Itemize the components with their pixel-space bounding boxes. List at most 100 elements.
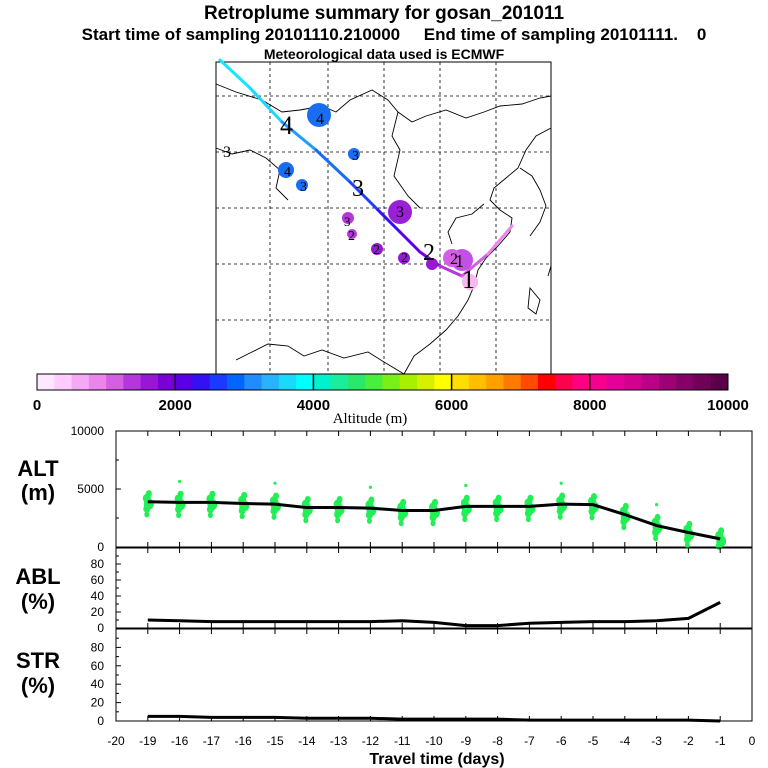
cluster-label: 3 [344, 214, 351, 229]
colorbar-cell [123, 374, 142, 390]
y-tick-label: 20 [91, 696, 105, 710]
panel-alt: ALT(m) 10000 5000 0 [17, 424, 753, 554]
colorbar-cell [607, 374, 625, 390]
altitude-scatter-point [368, 485, 372, 489]
panel-ylabel-name: ABL [15, 564, 60, 589]
altitude-scatter-point [145, 490, 152, 498]
altitude-scatter-point [366, 517, 372, 524]
y-tick-label: 40 [91, 677, 105, 691]
met-data-label: Meteorological data used is ECMWF [263, 46, 505, 62]
colorbar-cell [399, 374, 418, 390]
colorbar-cell [417, 374, 435, 390]
cluster-marker [398, 252, 410, 264]
panel-ylabel-name: ALT [17, 456, 59, 481]
x-tick-label: -6 [556, 734, 567, 748]
altitude-scatter-point [239, 513, 245, 520]
cluster-marker [426, 258, 438, 270]
colorbar-cell [572, 374, 591, 390]
colorbar-cell [641, 374, 660, 390]
cluster-marker [347, 229, 357, 239]
colorbar-cell [106, 374, 124, 390]
x-tick-label: -8 [492, 734, 503, 748]
x-tick-label: -15 [266, 734, 284, 748]
altitude-scatter-point [209, 490, 216, 498]
plume-segment [218, 58, 252, 90]
colorbar-cell [676, 374, 694, 390]
cluster-marker [307, 103, 331, 127]
altitude-scatter-point [557, 513, 563, 520]
panel-frame [115, 628, 753, 722]
altitude-scatter-point [655, 503, 659, 507]
plume-segment [280, 120, 318, 152]
median-line [147, 714, 721, 723]
cluster-marker [371, 243, 383, 255]
altitude-scatter-point [621, 524, 627, 531]
colorbar-cell [54, 374, 73, 390]
colorbar-tick-label: 4000 [297, 397, 330, 414]
x-tick-label: -17 [203, 734, 221, 748]
colorbar-cell [710, 374, 729, 390]
altitude-scatter-point [335, 517, 341, 524]
cluster-label: 2 [401, 251, 408, 266]
colorbar-cell [296, 374, 314, 390]
cluster-label: 3 [352, 176, 364, 202]
altitude-scatter-point [462, 516, 468, 523]
cluster-marker [278, 162, 294, 178]
cluster-label: 1 [455, 251, 464, 271]
panel-str: STR(%) 80 60 40 20 0 [16, 628, 753, 728]
end-time-suffix: 0 [696, 25, 707, 44]
colorbar-cell [140, 374, 159, 390]
cluster-marker [296, 179, 308, 191]
cluster-label: 2 [423, 240, 435, 266]
cluster-marker [462, 274, 478, 290]
cluster-label: 2 [373, 243, 380, 258]
plume-segment [460, 252, 490, 278]
end-time-label: End time of sampling 20101111. [423, 25, 678, 44]
x-axis-title: Travel time (days) [369, 751, 504, 768]
altitude-scatter-point [178, 479, 182, 484]
colorbar-cell [192, 374, 211, 390]
panel-frame [115, 547, 753, 629]
colorbar-cell [503, 374, 522, 390]
colorbar-cell [37, 374, 55, 390]
y-tick-label: 0 [97, 540, 104, 554]
colorbar-cell [624, 374, 643, 390]
map-gridlines [216, 62, 551, 374]
y-tick-label: 80 [91, 557, 105, 571]
colorbar-tick-label: 10000 [707, 397, 749, 414]
altitude-scatter-point [304, 495, 311, 503]
x-tick-label: -20 [107, 734, 125, 748]
x-tick-label: -12 [362, 734, 380, 748]
cluster-label: 1 [462, 265, 475, 294]
y-tick-label: 60 [91, 659, 105, 673]
y-tick-label: 20 [91, 605, 105, 619]
altitude-scatter-point [559, 492, 566, 500]
colorbar-tick-label: 8000 [573, 397, 606, 414]
x-tick-label: -4 [619, 734, 630, 748]
chart-title: Retroplume summary for gosan_201011 [203, 3, 565, 24]
cluster-label: 2 [450, 251, 458, 268]
colorbar-cell [244, 374, 263, 390]
x-tick-label: -16 [235, 734, 253, 748]
colorbar-cell [468, 374, 487, 390]
colorbar-cell [589, 374, 608, 390]
altitude-scatter-point [527, 494, 534, 502]
sampling-times: Start time of sampling 20101110.210000 E… [10, 25, 768, 45]
y-tick-label: 80 [91, 640, 105, 654]
cluster-label: 4 [284, 165, 291, 180]
altitude-scatter-point [144, 511, 150, 518]
colorbar-cell [209, 374, 228, 390]
altitude-scatter-point [432, 498, 438, 506]
x-tick-label: -10 [425, 734, 443, 748]
altitude-scatter-point [464, 483, 468, 488]
x-tick-label: -2 [683, 734, 694, 748]
trajectory-plume [218, 58, 514, 278]
colorbar-axis-label: Altitude (m) [333, 411, 408, 427]
x-tick-label: -14 [298, 734, 316, 748]
plume-segment [486, 224, 514, 256]
altitude-scatter-point [273, 492, 279, 500]
cluster-marker [388, 200, 412, 224]
altitude-scatter-point [654, 513, 661, 521]
colorbar-cell [261, 374, 280, 390]
